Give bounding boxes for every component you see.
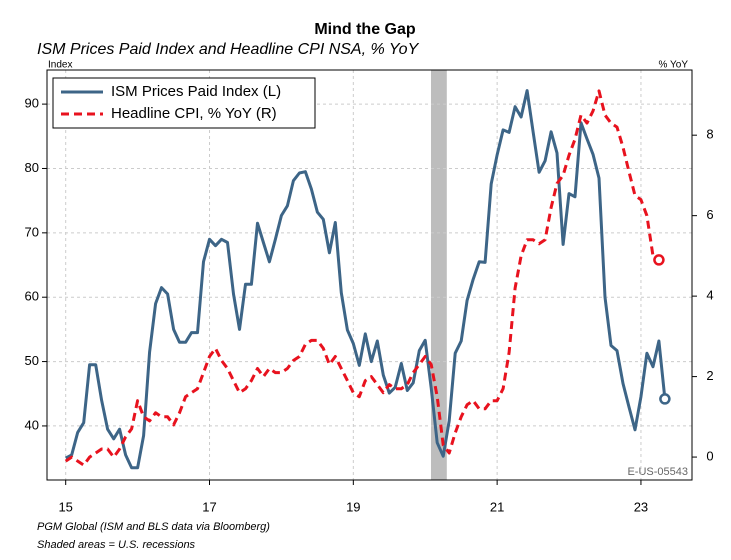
x-tick-label: 21 [490, 499, 504, 514]
y-tick-label: 80 [25, 160, 39, 175]
plot-frame [46, 69, 693, 481]
legend-box [52, 77, 316, 129]
y2-tick-label: 6 [706, 207, 713, 222]
y2-axis-label: % YoY [659, 60, 689, 71]
y-tick-label: 40 [25, 417, 39, 432]
footnote: PGM Global (ISM and BLS data via Bloombe… [37, 521, 270, 533]
end-marker [659, 393, 671, 405]
legend-label: Headline CPI, % YoY (R) [111, 105, 277, 122]
footnote: Shaded areas = U.S. recessions [37, 539, 196, 551]
chart-subtitle: ISM Prices Paid Index and Headline CPI N… [37, 41, 420, 58]
legend-label: ISM Prices Paid Index (L) [111, 83, 281, 100]
y-tick-label: 60 [25, 289, 39, 304]
y-tick-label: 70 [25, 224, 39, 239]
x-tick-label: 19 [346, 499, 360, 514]
end-marker [653, 254, 665, 266]
y2-tick-label: 2 [706, 368, 713, 383]
x-tick-label: 15 [58, 499, 72, 514]
y-tick-label: 90 [25, 96, 39, 111]
y2-tick-label: 0 [706, 449, 713, 464]
series-line [64, 89, 667, 470]
y-axis-label: Index [48, 60, 72, 71]
watermark: E-US-05543 [627, 466, 688, 478]
y-tick-label: 50 [25, 353, 39, 368]
chart-title: Mind the Gap [314, 21, 416, 38]
x-tick-label: 23 [634, 499, 648, 514]
x-tick-label: 17 [202, 499, 216, 514]
y2-tick-label: 4 [706, 288, 713, 303]
y2-tick-label: 8 [706, 127, 713, 142]
series-line [64, 89, 660, 467]
